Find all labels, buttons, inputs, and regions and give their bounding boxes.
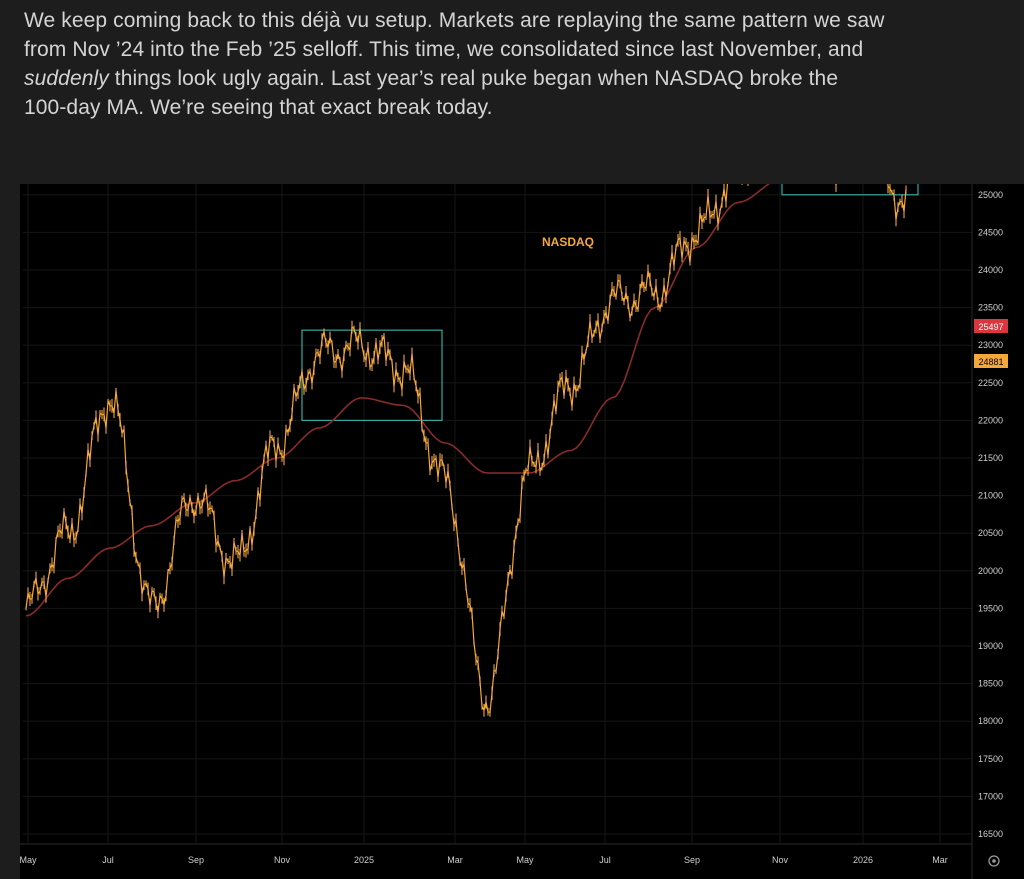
time-axis-label: 2026: [853, 855, 873, 865]
post-line-1: We keep coming back to this déjà vu setu…: [24, 9, 885, 32]
gear-icon[interactable]: [988, 855, 1000, 867]
ma-price-tag: 25497: [974, 319, 1008, 333]
time-axis-label: Nov: [772, 855, 789, 865]
price-axis-label: 17500: [978, 754, 1003, 764]
time-axis-label: Sep: [684, 855, 700, 865]
time-axis-label: Sep: [188, 855, 204, 865]
chart-title: NASDAQ: [542, 235, 594, 249]
moving-average-line: [25, 184, 771, 617]
last-price-tag: 24881: [974, 354, 1008, 368]
time-axis[interactable]: May Jul Sep Nov 2025 Mar May Jul Sep Nov 2026 Mar: [20, 855, 948, 865]
post-line-3-rest: things look ugly again. Last year’s real…: [108, 67, 839, 90]
price-axis-label: 24000: [978, 265, 1003, 275]
post-emphasis: suddenly: [24, 67, 109, 90]
consolidation-box: [781, 184, 919, 196]
price-axis-label: 16500: [978, 829, 1003, 839]
post-text: We keep coming back to this déjà vu setu…: [24, 6, 1004, 122]
price-axis-label: 17000: [978, 791, 1003, 801]
last-price-value: 24881: [978, 357, 1003, 367]
price-axis-label: 20500: [978, 528, 1003, 538]
time-axis-label: Mar: [932, 855, 948, 865]
price-series-line: [25, 184, 907, 714]
price-axis-label: 23500: [978, 303, 1003, 313]
chart-panel[interactable]: 2750027000265002600025500250002450024000…: [20, 184, 1024, 879]
time-axis-label: May: [516, 855, 534, 865]
price-axis-label: 18000: [978, 716, 1003, 726]
nasdaq-chart[interactable]: 2750027000265002600025500250002450024000…: [20, 184, 1024, 879]
grid-layer: [23, 184, 972, 844]
price-axis-label: 24500: [978, 227, 1003, 237]
price-axis[interactable]: 2750027000265002600025500250002450024000…: [978, 184, 1003, 839]
price-layer: [25, 184, 907, 717]
post-line-2: from Nov ’24 into the Feb ’25 selloff. T…: [24, 38, 864, 61]
price-axis-label: 22000: [978, 415, 1003, 425]
price-axis-label: 19000: [978, 641, 1003, 651]
price-axis-label: 25000: [978, 190, 1003, 200]
time-axis-label: Jul: [102, 855, 114, 865]
price-axis-label: 23000: [978, 340, 1003, 350]
price-axis-label: 22500: [978, 378, 1003, 388]
time-axis-label: 2025: [354, 855, 374, 865]
time-axis-label: Nov: [274, 855, 291, 865]
post-line-3: suddenly things look ugly again. Last ye…: [24, 64, 1004, 93]
time-axis-label: Jul: [599, 855, 611, 865]
price-axis-label: 20000: [978, 566, 1003, 576]
time-axis-label: Mar: [447, 855, 463, 865]
price-axis-label: 21000: [978, 491, 1003, 501]
moving-average-layer: [25, 184, 771, 617]
price-axis-label: 19500: [978, 603, 1003, 613]
ma-price-value: 25497: [978, 322, 1003, 332]
price-axis-label: 21500: [978, 453, 1003, 463]
time-axis-label: May: [20, 855, 37, 865]
price-axis-label: 18500: [978, 679, 1003, 689]
post-line-4: 100-day MA. We’re seeing that exact brea…: [24, 96, 493, 119]
